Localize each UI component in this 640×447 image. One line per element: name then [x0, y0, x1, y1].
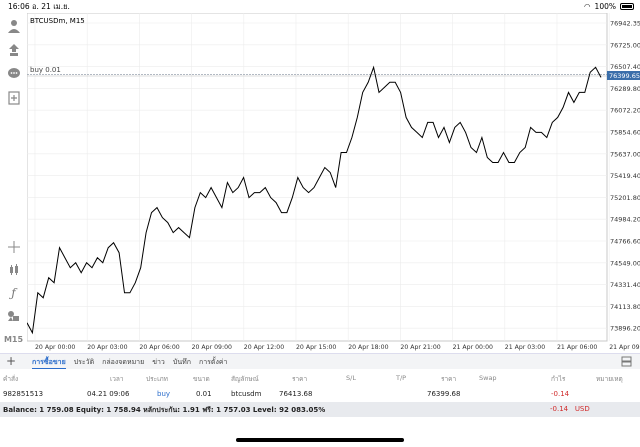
time-tick-label: 21 Apr 09:00	[609, 344, 640, 351]
order-profit: -0.14	[551, 390, 570, 398]
price-tick-label: 75854.60	[610, 129, 640, 137]
order-open-price: 76413.68	[279, 390, 313, 398]
price-tick-label: 76289.80	[610, 85, 640, 93]
col-tp: T/P	[396, 374, 407, 382]
total-profit: -0.14 USD	[550, 405, 590, 413]
total-profit-value: -0.14	[550, 405, 569, 413]
col-size: ขนาด	[193, 375, 210, 383]
objects-icon[interactable]	[5, 307, 22, 324]
account-icon[interactable]	[5, 17, 22, 34]
time-tick-label: 20 Apr 12:00	[244, 344, 284, 351]
time-tick-label: 20 Apr 18:00	[348, 344, 388, 351]
price-tick-label: 73896.20	[610, 325, 640, 333]
status-bar: 16:06 อ. 21 เม.ย. ◠ 100%	[0, 0, 640, 13]
status-right: ◠ 100%	[584, 2, 634, 11]
status-date: อ. 21 เม.ย.	[32, 1, 70, 11]
order-size: 0.01	[196, 390, 212, 398]
battery-percent: 100%	[594, 2, 616, 11]
price-tick-label: 74113.80	[610, 303, 640, 311]
time-tick-label: 21 Apr 03:00	[505, 344, 545, 351]
timeframe-button[interactable]: M15	[3, 335, 24, 344]
table-row[interactable]: 982851513 04.21 09:06 buy 0.01 btcusdm 7…	[0, 386, 640, 402]
order-label: buy 0.01	[30, 66, 61, 74]
time-tick-label: 20 Apr 03:00	[87, 344, 127, 351]
tab-journal[interactable]: บันทึก	[172, 358, 191, 366]
order-time: 04.21 09:06	[87, 390, 130, 398]
price-tick-label: 74331.40	[610, 281, 640, 289]
chart-frame	[27, 13, 608, 342]
price-tick-label: 75637.00	[610, 150, 640, 158]
battery-icon	[620, 3, 634, 10]
col-order: คำสั่ง	[3, 375, 19, 383]
terminal-tabs: + การซื้อขาย ประวัติ กล่องจดหมาย ข่าว บั…	[0, 353, 640, 369]
tab-list: การซื้อขาย ประวัติ กล่องจดหมาย ข่าว บันท…	[32, 357, 235, 369]
tab-trade[interactable]: การซื้อขาย	[32, 357, 66, 369]
price-series-line	[27, 65, 602, 335]
wifi-icon: ◠	[584, 2, 591, 11]
new-order-icon[interactable]	[5, 89, 22, 106]
table-header: คำสั่ง เวลา ประเภท ขนาด สัญลักษณ์ ราคา S…	[0, 370, 640, 386]
current-price-label: 76399.65	[609, 72, 640, 80]
time-tick-label: 20 Apr 06:00	[139, 344, 179, 351]
chart-type-icon[interactable]	[5, 261, 22, 278]
balance-summary: Balance: 1 759.08 Equity: 1 758.94 หลักป…	[3, 406, 326, 414]
current-price-tag	[607, 71, 640, 80]
order-id: 982851513	[3, 390, 44, 398]
price-tick-label: 76507.40	[610, 63, 640, 71]
trade-icon[interactable]	[5, 41, 22, 58]
col-comment: หมายเหตุ	[596, 375, 623, 383]
price-tick-label: 74549.00	[610, 259, 640, 267]
price-tick-label: 74766.60	[610, 238, 640, 246]
indicators-icon[interactable]: ƒ	[11, 285, 16, 300]
chart-grid	[27, 13, 610, 341]
col-sl: S/L	[346, 374, 356, 382]
time-tick-label: 21 Apr 00:00	[453, 344, 493, 351]
col-time: เวลา	[110, 375, 124, 383]
col-price: ราคา	[441, 375, 457, 383]
price-chart[interactable]: BTCUSDm, M15 buy 0.01 76942.3576725.0076…	[27, 13, 640, 353]
price-tick-label: 76942.35	[610, 20, 640, 28]
crosshair-icon[interactable]	[5, 238, 22, 255]
price-tick-label: 75201.80	[610, 194, 640, 202]
col-swap: Swap	[479, 374, 497, 382]
price-tick-label: 76072.20	[610, 107, 640, 115]
time-tick-label: 20 Apr 00:00	[35, 344, 75, 351]
price-tick-label: 76725.00	[610, 41, 640, 49]
order-type: buy	[157, 390, 171, 398]
tab-settings[interactable]: การตั้งค่า	[198, 358, 228, 366]
status-time: 16:06	[8, 2, 30, 11]
col-symbol: สัญลักษณ์	[231, 375, 259, 383]
home-indicator	[236, 438, 404, 442]
tab-news[interactable]: ข่าว	[152, 358, 165, 366]
price-tick-label: 75419.40	[610, 172, 640, 180]
time-tick-label: 20 Apr 21:00	[400, 344, 440, 351]
time-axis: 20 Apr 00:00 20 Apr 03:00 20 Apr 06:00 20 A…	[35, 344, 640, 351]
col-type: ประเภท	[146, 375, 168, 383]
price-series-points	[27, 67, 601, 333]
price-tick-label: 74984.20	[610, 216, 640, 224]
chart-toolbar: ƒ M15	[0, 13, 27, 353]
tab-history[interactable]: ประวัติ	[73, 358, 95, 366]
time-tick-label: 20 Apr 09:00	[192, 344, 232, 351]
tab-mailbox[interactable]: กล่องจดหมาย	[102, 358, 145, 366]
add-icon[interactable]: +	[6, 354, 17, 368]
chat-icon[interactable]	[5, 65, 22, 82]
balance-bar: Balance: 1 759.08 Equity: 1 758.94 หลักป…	[0, 402, 640, 417]
time-tick-label: 21 Apr 06:00	[557, 344, 597, 351]
time-tick-label: 20 Apr 15:00	[296, 344, 336, 351]
order-symbol: btcusdm	[231, 390, 262, 398]
chart-symbol-title: BTCUSDm, M15	[30, 17, 85, 25]
col-open-price: ราคา	[292, 375, 308, 383]
total-profit-currency: USD	[574, 405, 590, 413]
layout-icon[interactable]	[621, 356, 632, 369]
order-current-price: 76399.68	[427, 390, 461, 398]
price-axis: 76942.35 76725.00 76507.40 76289.80 76072.20…	[610, 20, 640, 333]
col-profit: กำไร	[551, 375, 566, 383]
